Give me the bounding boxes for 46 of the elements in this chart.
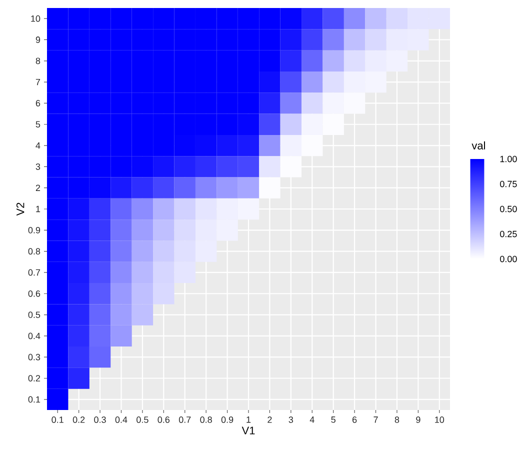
y-tick-label: 0.9: [28, 226, 40, 234]
x-tick-label: 0.8: [200, 416, 212, 423]
x-tick-label: 8: [394, 416, 400, 423]
color-bar-title: val: [472, 141, 485, 150]
x-tick-label: 1: [246, 416, 251, 423]
y-tick-label: 6: [36, 100, 40, 106]
x-tick-label: 10: [435, 416, 444, 423]
x-tick-label: 0.6: [158, 416, 170, 423]
y-axis-title: V2: [16, 202, 24, 216]
y-tick-label: 8: [36, 58, 40, 64]
y-tick-label: 0.4: [28, 332, 40, 340]
x-tick-label: 9: [416, 416, 420, 423]
y-tick-label: 0.3: [28, 354, 40, 360]
y-tick-label: 10: [31, 15, 40, 22]
color-bar-label: 0.25: [500, 230, 517, 238]
x-tick-label: 0.7: [178, 416, 191, 423]
y-tick-label: 1: [36, 206, 40, 212]
y-tick-label: 0.6: [28, 290, 40, 297]
y-tick-label: 0.7: [28, 269, 40, 276]
y-tick-label: 2: [36, 184, 40, 191]
y-tick-label: 0.8: [28, 248, 40, 255]
x-tick-label: 4: [310, 416, 314, 423]
x-tick-label: 0.1: [52, 416, 64, 423]
color-bar-label: 0.00: [500, 256, 517, 262]
y-tick-label: 9: [36, 36, 40, 43]
x-tick-label: 6: [352, 416, 357, 423]
color-bar-label: 0.75: [500, 180, 517, 188]
x-tick-label: 2: [268, 416, 272, 423]
y-tick-label: 0.1: [28, 396, 40, 403]
x-tick-label: 0.4: [115, 416, 128, 423]
x-tick-label: 3: [288, 416, 294, 423]
x-axis-title: V1: [242, 426, 255, 434]
y-tick-label: 3: [36, 164, 40, 170]
x-tick-label: 0.9: [221, 416, 234, 423]
y-tick-label: 0.2: [28, 375, 40, 382]
y-tick-label: 5: [36, 121, 40, 128]
y-tick-label: 0.5: [28, 312, 40, 318]
y-tick-label: 4: [36, 142, 40, 149]
color-bar-label: 1.00: [500, 156, 517, 162]
x-tick-label: 0.2: [72, 416, 85, 423]
x-tick-label: 0.5: [136, 416, 148, 423]
x-tick-label: 0.3: [94, 416, 106, 423]
y-tick-label: 7: [36, 78, 40, 86]
x-tick-label: 7: [374, 416, 378, 423]
color-bar-label: 0.50: [500, 206, 517, 212]
x-tick-label: 5: [331, 416, 336, 423]
